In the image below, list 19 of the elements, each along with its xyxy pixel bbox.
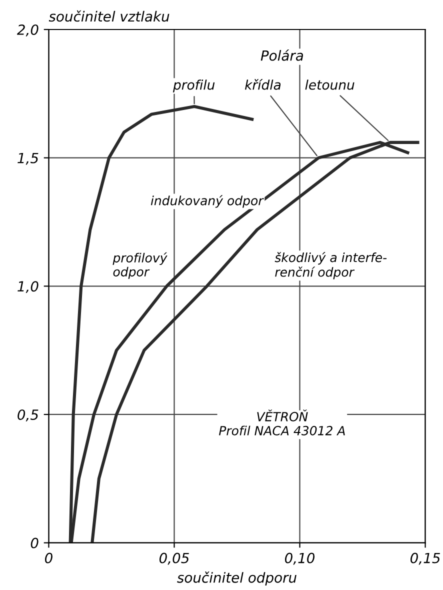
- x-tick-label: 0,10: [284, 552, 315, 565]
- x-tick-label: 0: [45, 552, 52, 564]
- x-tick-label: 0,15: [410, 552, 440, 565]
- y-tick-label: 0,5: [18, 409, 38, 422]
- x-tick-label: 0,05: [159, 552, 189, 565]
- y-axis-title: součinitel vztlaku: [48, 10, 170, 22]
- x-axis-title: součinitel odporu: [177, 572, 296, 586]
- y-tick-label: 0: [30, 538, 38, 548]
- y-tick-label: 1,5: [18, 152, 38, 165]
- annotation: indukovaný odpor: [150, 195, 264, 208]
- y-tick-label: 1,0: [18, 281, 38, 294]
- text: křídla: [245, 79, 281, 90]
- annotation: profilový odpor: [112, 252, 168, 279]
- annotation: škodlivý a interfe- renční odpor: [274, 252, 387, 280]
- annotation: VĚTROŇ Profil NACA 43012 A: [218, 410, 345, 436]
- series-label: profilu: [172, 80, 215, 92]
- y-tick-label: 2,0: [16, 24, 38, 36]
- text: letounu: [305, 80, 354, 90]
- text: Polára: [260, 49, 304, 61]
